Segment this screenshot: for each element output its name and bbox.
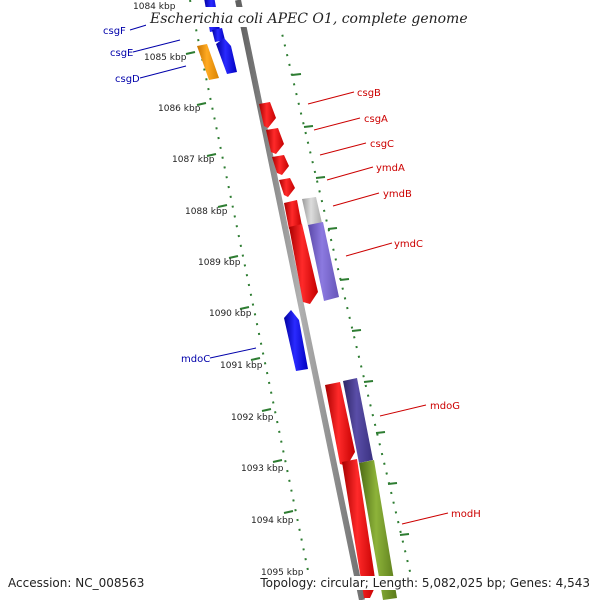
- gene-ymdC-cog[interactable]: [308, 222, 339, 301]
- gene-csgB-arrow[interactable]: [259, 102, 276, 128]
- map-title: Escherichia coli APEC O1, complete genom…: [149, 11, 468, 27]
- kbp-label: 1093 kbp: [241, 464, 284, 474]
- gene-label-modH[interactable]: modH: [451, 509, 481, 520]
- gene-csgD-cog[interactable]: [197, 44, 219, 80]
- kbp-label: 1095 kbp: [261, 568, 304, 578]
- kbp-label: 1092 kbp: [231, 413, 274, 423]
- accession-text: Accession: NC_008563: [8, 576, 145, 590]
- inner-tick-ring: [189, 0, 313, 591]
- left-gene-labels: csgF csgE csgD mdoC: [103, 26, 210, 365]
- gene-ymdB-arrow[interactable]: [284, 200, 302, 229]
- major-ticks: [185, 51, 410, 536]
- gene-label-csgB[interactable]: csgB: [357, 88, 381, 99]
- kbp-tick-labels: 1084 kbp 1085 kbp 1086 kbp 1087 kbp 1088…: [133, 2, 304, 578]
- gene-csgD-arrow[interactable]: [216, 38, 237, 74]
- gene-ymdC-arrow[interactable]: [289, 224, 318, 304]
- gene-label-csgC[interactable]: csgC: [370, 139, 394, 150]
- gene-label-ymdB[interactable]: ymdB: [383, 189, 412, 200]
- gene-label-ymdC[interactable]: ymdC: [394, 239, 423, 250]
- gene-csgA-arrow[interactable]: [266, 128, 284, 154]
- kbp-label: 1089 kbp: [198, 258, 241, 268]
- gene-label-ymdA[interactable]: ymdA: [376, 163, 405, 174]
- gene-label-csgD[interactable]: csgD: [115, 74, 140, 85]
- title-backdrop: [146, 7, 446, 27]
- gene-mdoG-cog[interactable]: [343, 378, 373, 463]
- gene-label-mdoG[interactable]: mdoG: [430, 401, 460, 412]
- gene-mdoC-arrow[interactable]: [284, 310, 308, 371]
- kbp-label: 1086 kbp: [158, 104, 201, 114]
- right-label-leaders: [307, 91, 449, 525]
- gene-label-csgE[interactable]: csgE: [110, 48, 133, 59]
- gene-csgC-arrow[interactable]: [272, 155, 289, 175]
- genome-backbone: [235, 0, 365, 600]
- gene-mdoG-arrow[interactable]: [325, 382, 355, 466]
- kbp-label: 1088 kbp: [185, 207, 228, 217]
- kbp-label: 1090 kbp: [209, 309, 252, 319]
- gene-modH-cog[interactable]: [359, 460, 397, 600]
- gene-modH-arrow[interactable]: [342, 459, 376, 598]
- right-gene-labels: csgB csgA csgC ymdA ymdB ymdC mdoG modH: [357, 88, 481, 520]
- gene-label-mdoC[interactable]: mdoC: [181, 354, 210, 365]
- kbp-label: 1094 kbp: [251, 516, 294, 526]
- gene-csgE-arrow[interactable]: [212, 28, 225, 42]
- gene-label-csgA[interactable]: csgA: [364, 114, 388, 125]
- gene-ymdB-cog[interactable]: [302, 197, 322, 226]
- kbp-label: 1084 kbp: [133, 2, 176, 12]
- kbp-label: 1091 kbp: [220, 361, 263, 371]
- genome-summary-text: Topology: circular; Length: 5,082,025 bp…: [260, 576, 590, 590]
- kbp-label: 1085 kbp: [144, 53, 187, 63]
- kbp-label: 1087 kbp: [172, 155, 215, 165]
- gene-ymdA-arrow[interactable]: [279, 178, 295, 197]
- gene-label-csgF[interactable]: csgF: [103, 26, 126, 37]
